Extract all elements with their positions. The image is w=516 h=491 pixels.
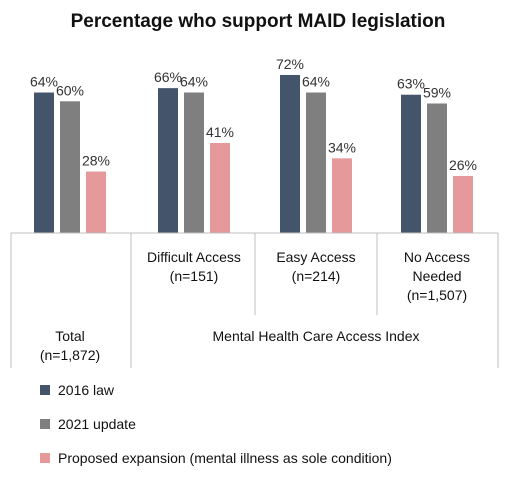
category-label-2-line-2: (n=151): [170, 268, 219, 284]
data-label-3-1: 28%: [82, 153, 110, 169]
bar-1-2: [158, 88, 178, 233]
category-label-3-line-2: (n=214): [292, 268, 341, 284]
bar-3-3: [332, 158, 352, 233]
category-label-1-line-2: (n=1,872): [40, 347, 100, 363]
data-label-1-4: 63%: [397, 76, 425, 92]
bar-3-2: [210, 143, 230, 233]
data-label-3-3: 34%: [328, 139, 356, 155]
bar-2-3: [306, 92, 326, 234]
category-label-1-line-1: Total: [55, 328, 85, 344]
data-label-1-3: 72%: [276, 56, 304, 72]
data-label-2-1: 60%: [56, 82, 84, 98]
category-label-3-line-1: Easy Access: [276, 249, 355, 265]
category-label-4-line-3: (n=1,507): [407, 287, 467, 303]
category-label-4-line-1: No Access: [404, 249, 470, 265]
bar-1-4: [401, 94, 421, 233]
legend: 2016 law 2021 update Proposed expansion (m…: [40, 382, 392, 466]
bar-2-1: [60, 101, 80, 233]
bar-1-1: [34, 92, 54, 234]
bar-3-1: [86, 171, 106, 233]
bars-layer: [34, 74, 473, 234]
data-label-2-3: 64%: [302, 74, 330, 90]
legend-label-1: 2016 law: [58, 382, 115, 398]
bar-2-2: [184, 92, 204, 234]
category-axis: Total (n=1,872) Difficult Access (n=151) Eas…: [10, 232, 499, 368]
category-label-4-line-2: Needed: [412, 268, 461, 284]
category-group-label: Mental Health Care Access Index: [213, 328, 420, 344]
data-label-2-4: 59%: [423, 84, 451, 100]
bar-1-3: [280, 74, 300, 234]
data-label-1-1: 64%: [30, 74, 58, 90]
data-label-1-2: 66%: [154, 69, 182, 85]
legend-label-3: Proposed expansion (mental illness as so…: [58, 450, 392, 466]
data-labels-layer: 64%60%28%66%64%41%72%64%34%63%59%26%: [30, 56, 477, 173]
category-label-2-line-1: Difficult Access: [147, 249, 241, 265]
legend-label-2: 2021 update: [58, 416, 136, 432]
data-label-3-4: 26%: [449, 157, 477, 173]
bar-2-4: [427, 103, 447, 234]
legend-swatch-1: [40, 385, 50, 395]
bar-3-4: [453, 175, 473, 233]
data-label-3-2: 41%: [206, 124, 234, 140]
data-label-2-2: 64%: [180, 74, 208, 90]
legend-swatch-2: [40, 419, 50, 429]
legend-swatch-3: [40, 453, 50, 463]
chart-title: Percentage who support MAID legislation: [71, 11, 446, 32]
